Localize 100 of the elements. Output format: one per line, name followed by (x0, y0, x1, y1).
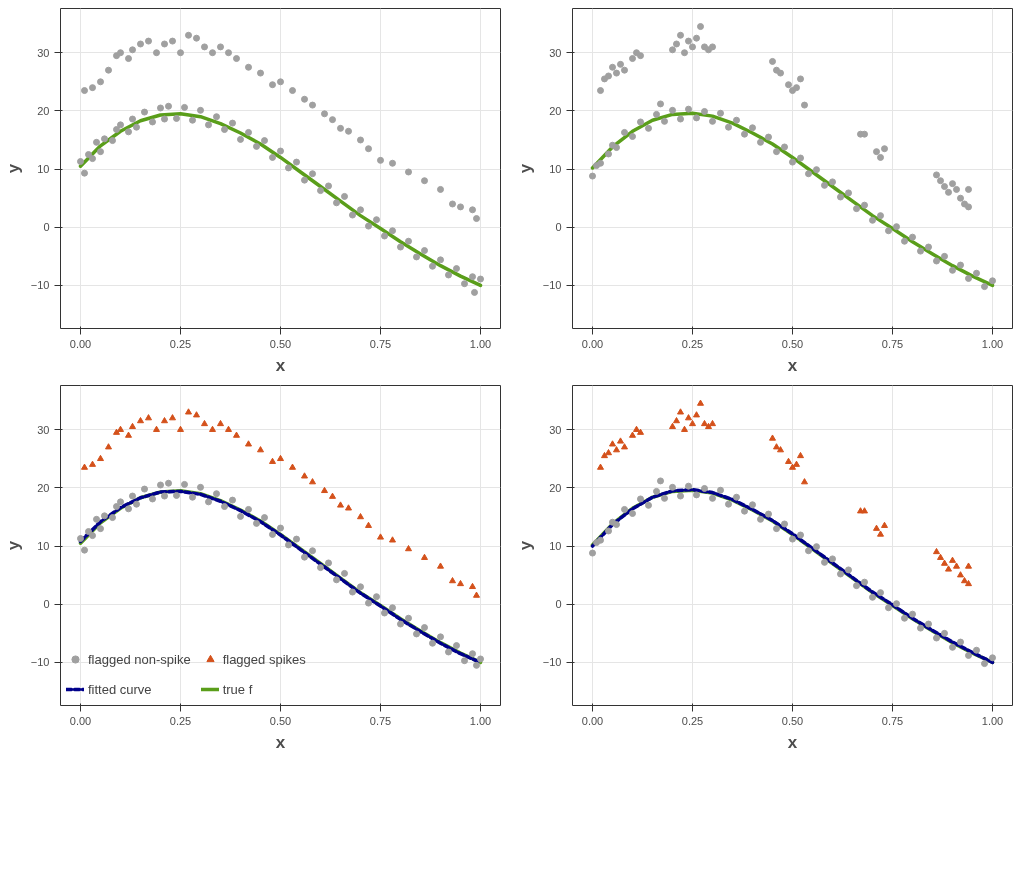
point (349, 588, 356, 596)
point (217, 43, 224, 51)
point (421, 553, 428, 560)
point (597, 463, 604, 470)
point (653, 487, 660, 495)
point (697, 23, 704, 31)
point (681, 49, 688, 57)
point (269, 81, 276, 89)
point (645, 501, 652, 509)
point (765, 510, 772, 518)
point (933, 547, 940, 555)
point (937, 553, 944, 560)
point (689, 43, 696, 51)
point (225, 425, 232, 432)
point (89, 84, 96, 92)
point (253, 519, 260, 527)
point (673, 417, 680, 424)
point (117, 498, 124, 506)
point (837, 193, 844, 201)
point (693, 114, 700, 122)
point (773, 148, 780, 156)
point (161, 417, 168, 424)
point (177, 425, 184, 432)
point (173, 491, 180, 499)
point (269, 530, 276, 538)
point (477, 275, 484, 283)
point (377, 156, 384, 164)
point (797, 531, 804, 539)
point (757, 138, 764, 146)
point (189, 116, 196, 124)
point (965, 185, 972, 193)
x-tick-label: 0.50 (781, 714, 804, 727)
point (169, 414, 176, 421)
point (757, 515, 764, 523)
point (605, 527, 612, 535)
point (81, 546, 88, 554)
point (981, 660, 988, 668)
point (321, 110, 328, 118)
point (793, 84, 800, 92)
y-tick-label: 20 (37, 481, 50, 494)
point (149, 118, 156, 126)
point (245, 128, 252, 136)
point (701, 107, 708, 115)
line-series (78, 112, 483, 288)
point (333, 199, 340, 207)
x-tick-label: 0.25 (681, 714, 704, 727)
point (733, 116, 740, 124)
point (661, 117, 668, 125)
y-tick-label: −10 (30, 279, 50, 292)
point (925, 620, 932, 628)
point (469, 650, 476, 658)
point (389, 159, 396, 167)
point (445, 648, 452, 656)
y-tick-label: −10 (30, 656, 50, 669)
point (389, 536, 396, 543)
point (105, 66, 112, 74)
point (153, 49, 160, 57)
point (93, 138, 100, 146)
point (457, 579, 464, 587)
point (945, 188, 952, 196)
point (125, 128, 132, 136)
x-tick-label: 0.00 (581, 714, 604, 727)
point (229, 119, 236, 127)
point (597, 87, 604, 95)
point (161, 115, 168, 123)
point (629, 510, 636, 517)
point (769, 57, 776, 65)
point (365, 222, 372, 230)
y-tick-label: 10 (37, 540, 50, 553)
point (873, 148, 880, 156)
x-tick-label: 1.00 (981, 337, 1004, 350)
point (829, 178, 836, 186)
point (813, 166, 820, 174)
point (145, 37, 152, 45)
point (609, 63, 616, 71)
point (345, 127, 352, 135)
point (697, 399, 704, 406)
point (617, 60, 624, 68)
y-tick-label: 20 (37, 104, 50, 117)
point (133, 123, 140, 131)
point (165, 102, 172, 110)
point (709, 419, 716, 427)
point (617, 437, 624, 444)
point (345, 504, 352, 511)
point (661, 494, 668, 502)
point (105, 443, 112, 450)
point (673, 40, 680, 48)
x-tick-label: 0.50 (269, 337, 292, 350)
point (901, 614, 908, 622)
point (201, 419, 208, 427)
point (941, 252, 948, 260)
x-tick-label: 0.75 (881, 714, 904, 727)
point (657, 100, 664, 108)
point (113, 503, 120, 511)
y-tick-label: 30 (549, 46, 562, 59)
point (877, 589, 884, 597)
point (471, 288, 478, 296)
point (109, 137, 116, 145)
point (173, 114, 180, 122)
point (773, 525, 780, 533)
